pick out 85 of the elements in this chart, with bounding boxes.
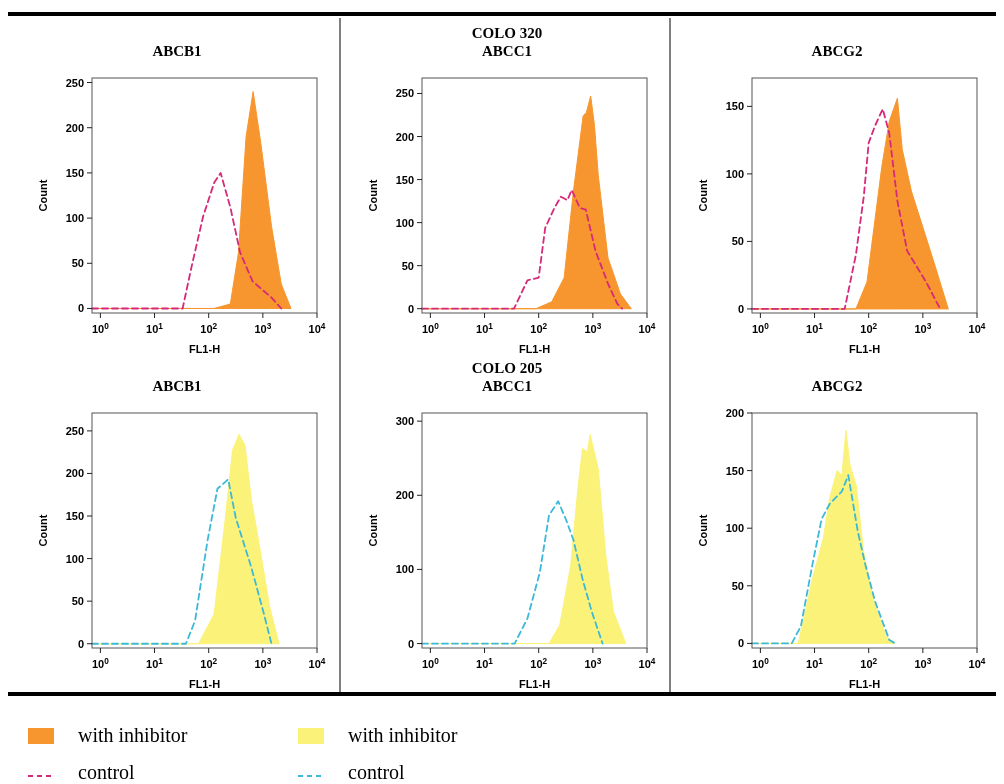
y-axis-title: Count: [37, 514, 49, 547]
x-tick-label: 10$^{3}$: [584, 321, 602, 335]
x-tick-label: 10$^{1}$: [806, 656, 824, 670]
y-axis-title: Count: [697, 514, 709, 547]
x-axis-title: FL1-H: [848, 678, 881, 690]
x-tick-label: 10$^{4}$: [638, 321, 656, 335]
y-axis-title: Count: [697, 179, 709, 212]
x-tick-label: 10$^{3}$: [584, 656, 602, 670]
chart-title: ABCB1: [152, 43, 202, 59]
y-axis-title: Count: [37, 179, 49, 212]
y-tick-label: 100: [395, 563, 414, 576]
y-tick-label: 250: [65, 424, 84, 437]
x-tick-label: 10$^{0}$: [421, 321, 440, 335]
x-tick-label: 10$^{1}$: [476, 321, 494, 335]
x-tick-label: 10$^{4}$: [308, 321, 326, 335]
x-tick-label: 10$^{0}$: [751, 321, 770, 335]
y-tick-label: 150: [725, 464, 744, 477]
x-tick-label: 10$^{3}$: [254, 656, 272, 670]
x-tick-label: 10$^{1}$: [476, 656, 494, 670]
x-tick-label: 10$^{1}$: [146, 321, 164, 335]
x-tick-label: 10$^{2}$: [860, 321, 878, 335]
chart-title: COLO 205: [471, 360, 543, 376]
y-tick-label: 50: [401, 259, 414, 272]
y-tick-label: 0: [77, 302, 84, 315]
x-tick-label: 10$^{0}$: [91, 656, 110, 670]
x-tick-label: 10$^{4}$: [638, 656, 656, 670]
x-tick-label: 10$^{2}$: [200, 656, 218, 670]
x-tick-label: 10$^{3}$: [914, 321, 932, 335]
y-tick-label: 150: [725, 100, 744, 113]
y-tick-label: 200: [395, 130, 414, 143]
x-tick-label: 10$^{2}$: [530, 321, 548, 335]
x-tick-label: 10$^{1}$: [146, 656, 164, 670]
legend-label: control: [348, 761, 406, 783]
legend-label: control: [78, 761, 136, 783]
x-tick-label: 10$^{0}$: [751, 656, 770, 670]
y-tick-label: 200: [65, 467, 84, 480]
y-tick-label: 0: [737, 302, 744, 315]
y-axis-title: Count: [367, 514, 379, 547]
y-tick-label: 300: [395, 415, 414, 428]
x-tick-label: 10$^{0}$: [421, 656, 440, 670]
x-tick-label: 10$^{4}$: [968, 321, 986, 335]
x-axis-title: FL1-H: [848, 343, 881, 355]
x-tick-label: 10$^{2}$: [860, 656, 878, 670]
y-tick-label: 200: [725, 407, 744, 419]
legend-label: with inhibitor: [348, 724, 458, 746]
y-tick-label: 100: [725, 522, 744, 535]
y-tick-label: 50: [71, 595, 84, 608]
y-axis-title: Count: [367, 179, 379, 212]
chart-subtitle: ABCC1: [481, 378, 533, 394]
y-tick-label: 50: [731, 579, 744, 592]
y-tick-label: 150: [65, 510, 84, 523]
y-tick-label: 0: [407, 637, 414, 650]
y-tick-label: 250: [395, 87, 414, 100]
y-tick-label: 100: [65, 212, 84, 225]
y-tick-label: 100: [725, 167, 744, 180]
x-tick-label: 10$^{3}$: [914, 656, 932, 670]
x-tick-label: 10$^{0}$: [91, 321, 110, 335]
chart-title: ABCB1: [152, 378, 202, 394]
y-tick-label: 0: [737, 637, 744, 650]
y-tick-label: 0: [77, 637, 84, 650]
x-tick-label: 10$^{4}$: [968, 656, 986, 670]
legend-label: with inhibitor: [78, 724, 188, 746]
x-tick-label: 10$^{4}$: [308, 656, 326, 670]
chart-title: ABCG2: [811, 43, 863, 59]
chart-subtitle: ABCC1: [481, 43, 533, 59]
chart-title: ABCG2: [811, 378, 863, 394]
x-tick-label: 10$^{3}$: [254, 321, 272, 335]
y-tick-label: 150: [65, 166, 84, 179]
y-tick-label: 100: [65, 552, 84, 565]
y-tick-label: 200: [395, 489, 414, 502]
y-tick-label: 100: [395, 216, 414, 229]
x-tick-label: 10$^{2}$: [200, 321, 218, 335]
y-tick-label: 0: [407, 302, 414, 315]
y-tick-label: 50: [731, 235, 744, 248]
x-axis-title: FL1-H: [518, 678, 551, 690]
y-tick-label: 150: [395, 173, 414, 186]
x-axis-title: FL1-H: [518, 343, 551, 355]
y-tick-label: 250: [65, 76, 84, 89]
x-tick-label: 10$^{2}$: [530, 656, 548, 670]
y-tick-label: 200: [65, 121, 84, 134]
chart-title: COLO 320: [471, 25, 543, 41]
x-axis-title: FL1-H: [188, 343, 221, 355]
x-tick-label: 10$^{1}$: [806, 321, 824, 335]
x-axis-title: FL1-H: [188, 678, 221, 690]
y-tick-label: 50: [71, 257, 84, 270]
